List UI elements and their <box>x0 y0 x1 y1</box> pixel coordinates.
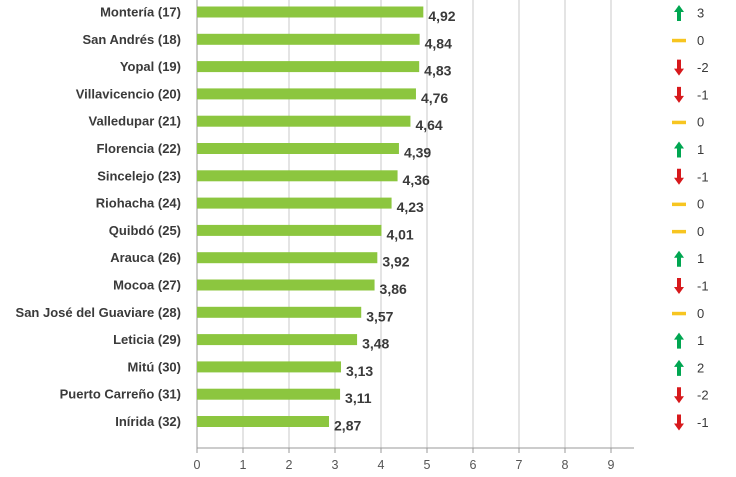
rank-change-label: 0 <box>697 224 704 239</box>
data-label: 3,86 <box>380 281 407 297</box>
category-label: Valledupar (21) <box>89 114 181 129</box>
rank-change-column: 3 0 -2 -1 0 1 -1 0 0 1 -1 0 1 2 -2 -1 <box>672 5 709 431</box>
category-label: Quibdó (25) <box>109 223 181 238</box>
bar <box>197 388 341 400</box>
data-label: 3,92 <box>382 254 409 270</box>
data-label: 2,87 <box>334 418 361 434</box>
category-labels: Montería (17) San Andrés (18) Yopal (19) Vi… <box>16 5 181 430</box>
data-label: 3,48 <box>362 336 389 352</box>
no-change-icon <box>672 120 686 125</box>
data-label: 4,76 <box>421 90 448 106</box>
arrow-up-icon <box>674 250 684 267</box>
bar <box>197 224 382 236</box>
bar <box>197 115 411 127</box>
rank-change-label: 3 <box>697 6 704 21</box>
category-label: Yopal (19) <box>120 59 181 74</box>
rank-change-label: -1 <box>697 415 709 430</box>
arrow-down-icon <box>674 387 684 404</box>
bar <box>197 143 399 154</box>
bar <box>197 33 420 45</box>
bar <box>197 306 362 318</box>
rank-change-label: -1 <box>697 169 709 184</box>
no-change-icon <box>672 311 686 316</box>
category-label: Mitú (30) <box>128 359 181 374</box>
data-label: 4,36 <box>403 172 430 188</box>
rank-change-label: 0 <box>697 306 704 321</box>
arrow-up-icon <box>674 332 684 349</box>
rank-change-label: -1 <box>697 279 709 294</box>
bar <box>197 334 358 346</box>
x-axis-ticks: 0 1 2 3 4 5 6 7 8 9 <box>194 447 634 472</box>
category-label: Puerto Carreño (31) <box>60 387 181 402</box>
arrow-down-icon <box>674 59 684 76</box>
rank-change-label: 0 <box>697 33 704 48</box>
category-label: Riohacha (24) <box>96 196 181 211</box>
bar <box>197 252 378 264</box>
category-label: Mocoa (27) <box>113 278 181 293</box>
x-tick-label: 6 <box>470 458 477 472</box>
data-label: 4,92 <box>428 8 455 24</box>
bar <box>197 170 398 182</box>
data-label: 3,57 <box>366 308 393 324</box>
value-labels: 4,92 4,84 4,83 4,76 4,64 4,39 4,36 4,23 4,01 3,92… <box>334 8 456 434</box>
rank-change-label: -2 <box>697 60 709 75</box>
grid-lines <box>196 0 612 448</box>
data-label: 4,39 <box>404 145 431 161</box>
category-label: Sincelejo (23) <box>97 168 181 183</box>
rank-change-label: 0 <box>697 197 704 212</box>
arrow-up-icon <box>674 359 684 376</box>
bar <box>197 279 375 291</box>
category-label: Florencia (22) <box>96 141 181 156</box>
x-tick-label: 8 <box>562 458 569 472</box>
x-tick-label: 1 <box>240 458 247 472</box>
category-label: Leticia (29) <box>113 332 181 347</box>
x-tick-label: 0 <box>194 458 201 472</box>
x-tick-label: 3 <box>332 458 339 472</box>
rank-change-label: 1 <box>697 251 704 266</box>
category-label: Montería (17) <box>100 5 181 20</box>
bar <box>197 61 420 73</box>
category-label: San Andrés (18) <box>83 32 182 47</box>
rank-change-label: 0 <box>697 115 704 130</box>
arrow-up-icon <box>674 5 684 21</box>
x-tick-label: 7 <box>516 458 523 472</box>
rank-change-label: 1 <box>697 142 704 157</box>
bar <box>197 88 416 100</box>
arrow-down-icon <box>674 414 684 431</box>
x-tick-label: 5 <box>424 458 431 472</box>
category-label: Arauca (26) <box>110 250 181 265</box>
category-label: Inírida (32) <box>115 414 181 429</box>
arrow-down-icon <box>674 168 684 185</box>
rank-change-label: -1 <box>697 87 709 102</box>
data-label: 4,64 <box>415 117 442 133</box>
category-label: Villavicencio (20) <box>76 86 181 101</box>
arrow-up-icon <box>674 141 684 158</box>
no-change-icon <box>672 229 686 234</box>
bar <box>197 361 341 373</box>
data-label: 4,84 <box>425 35 452 51</box>
arrow-down-icon <box>674 278 684 294</box>
data-label: 3,11 <box>345 390 372 406</box>
bars <box>197 6 424 427</box>
data-label: 4,23 <box>397 199 424 215</box>
arrow-down-icon <box>674 86 684 103</box>
data-label: 4,01 <box>386 226 413 242</box>
rank-change-label: 1 <box>697 333 704 348</box>
x-tick-label: 4 <box>378 458 385 472</box>
bar <box>197 197 392 209</box>
rank-change-label: 2 <box>697 360 704 375</box>
x-tick-label: 9 <box>608 458 615 472</box>
no-change-icon <box>672 38 686 43</box>
bar <box>197 6 424 18</box>
data-label: 3,13 <box>346 363 373 379</box>
data-label: 4,83 <box>424 63 451 79</box>
bar <box>197 416 330 427</box>
no-change-icon <box>672 202 686 207</box>
rank-change-label: -2 <box>697 388 709 403</box>
category-label: San José del Guaviare (28) <box>16 305 181 320</box>
x-tick-label: 2 <box>286 458 293 472</box>
